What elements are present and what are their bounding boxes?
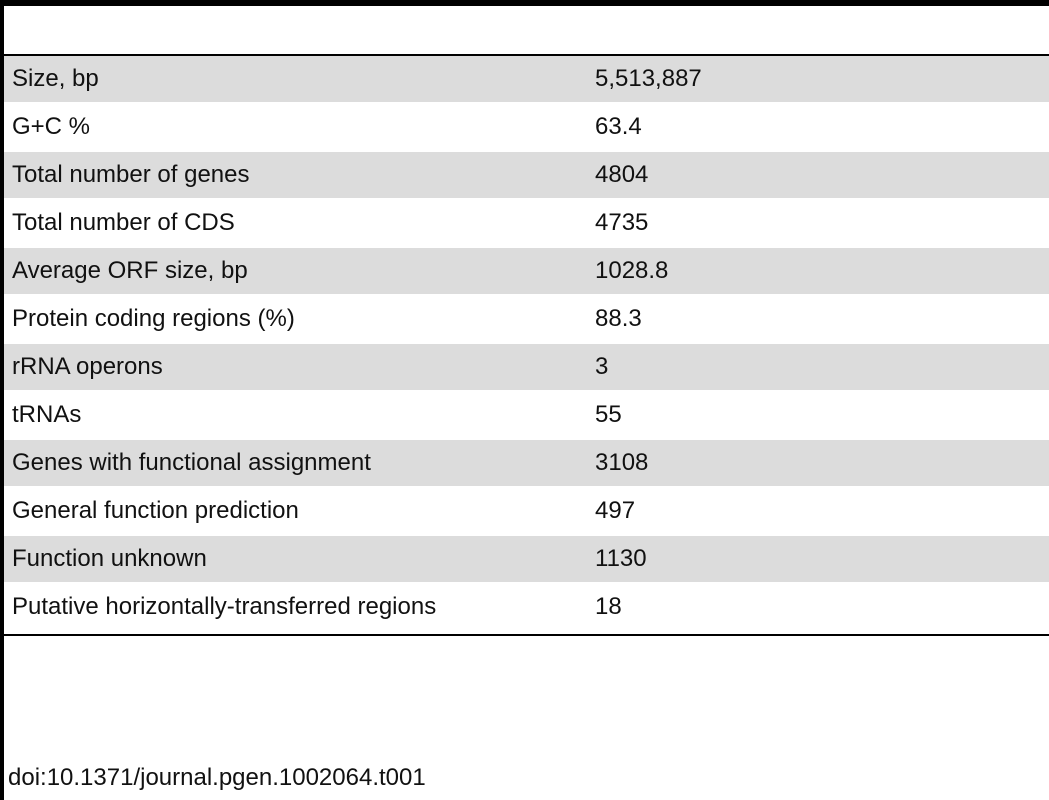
row-value: 1028.8 — [595, 257, 669, 284]
table-header-row — [4, 6, 1049, 54]
table-top-rule — [0, 0, 1049, 6]
table-left-rule — [0, 0, 4, 800]
table-bottom-rule — [4, 634, 1049, 636]
row-label: Total number of genes — [12, 161, 250, 188]
row-value: 88.3 — [595, 305, 642, 332]
row-label: Size, bp — [12, 65, 99, 92]
row-value: 4804 — [595, 161, 649, 188]
row-value: 55 — [595, 401, 622, 428]
table-row: tRNAs 55 — [4, 392, 1049, 440]
table-row: Size, bp 5,513,887 — [4, 56, 1049, 104]
table-row: rRNA operons 3 — [4, 344, 1049, 392]
table-row: Total number of genes 4804 — [4, 152, 1049, 200]
row-label: Total number of CDS — [12, 209, 235, 236]
row-value: 1130 — [595, 545, 647, 572]
table-row: Average ORF size, bp 1028.8 — [4, 248, 1049, 296]
doi-footnote: doi:10.1371/journal.pgen.1002064.t001 — [8, 764, 426, 791]
table-header-rule — [4, 54, 1049, 56]
row-label: Protein coding regions (%) — [12, 305, 295, 332]
table-row: Genes with functional assignment 3108 — [4, 440, 1049, 488]
table-row: G+C % 63.4 — [4, 104, 1049, 152]
row-label: Putative horizontally-transferred region… — [12, 593, 437, 620]
table-row: Total number of CDS 4735 — [4, 200, 1049, 248]
table-row: Putative horizontally-transferred region… — [4, 584, 1049, 632]
row-value: 3108 — [595, 449, 649, 476]
row-label: Genes with functional assignment — [12, 449, 371, 476]
row-label: G+C % — [12, 113, 91, 140]
row-label: rRNA operons — [12, 353, 163, 380]
row-value: 5,513,887 — [595, 65, 702, 92]
row-label: General function prediction — [12, 497, 299, 524]
genome-features-table: Size, bp 5,513,887 G+C % 63.4 Total numb… — [0, 0, 1049, 636]
table-row: General function prediction 497 — [4, 488, 1049, 536]
row-value: 497 — [595, 497, 636, 524]
table-row: Function unknown 1130 — [4, 536, 1049, 584]
row-label: tRNAs — [12, 401, 82, 428]
row-value: 3 — [595, 353, 609, 380]
row-label: Function unknown — [12, 545, 207, 572]
row-value: 63.4 — [595, 113, 642, 140]
row-value: 18 — [595, 593, 622, 620]
row-label: Average ORF size, bp — [12, 257, 248, 284]
row-value: 4735 — [595, 209, 649, 236]
table-row: Protein coding regions (%) 88.3 — [4, 296, 1049, 344]
